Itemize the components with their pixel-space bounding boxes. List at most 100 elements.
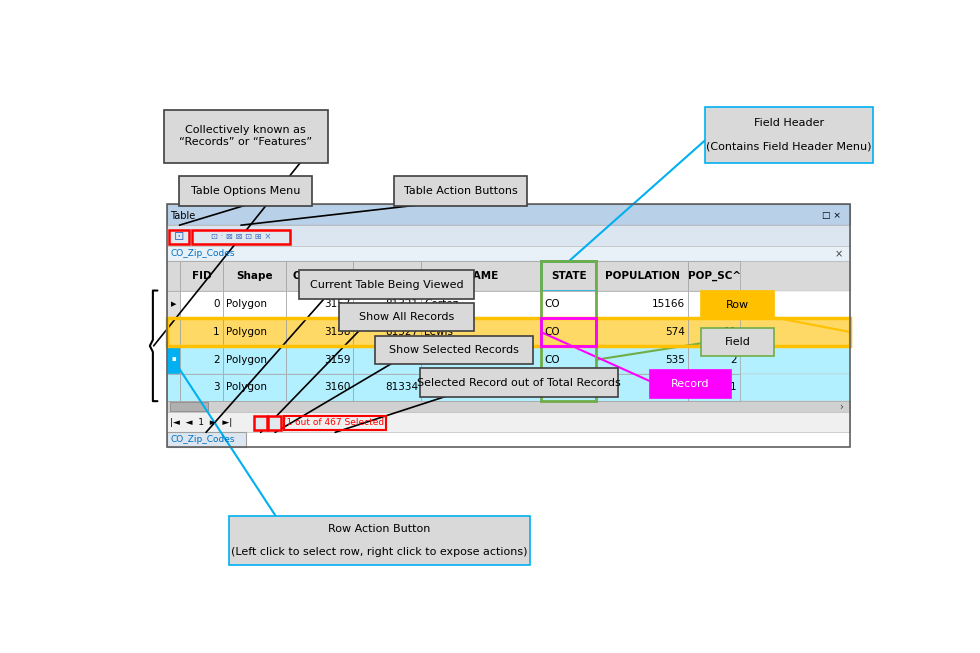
Text: 3160: 3160	[324, 383, 351, 392]
Text: 11: 11	[723, 327, 737, 337]
FancyBboxPatch shape	[286, 346, 354, 374]
FancyBboxPatch shape	[688, 261, 740, 291]
Text: Polygon: Polygon	[225, 299, 267, 310]
Text: ZIP_CODE: ZIP_CODE	[359, 271, 416, 281]
FancyBboxPatch shape	[541, 346, 597, 374]
FancyBboxPatch shape	[228, 516, 529, 565]
Text: □ ×: □ ×	[822, 211, 841, 220]
Text: Towaoc: Towaoc	[424, 383, 462, 392]
Text: 883: 883	[665, 383, 685, 392]
FancyBboxPatch shape	[702, 328, 774, 357]
Text: CO: CO	[544, 355, 560, 364]
FancyBboxPatch shape	[597, 291, 688, 318]
Text: Field Header

(Contains Field Header Menu): Field Header (Contains Field Header Menu…	[707, 118, 872, 151]
FancyBboxPatch shape	[269, 416, 281, 430]
Text: Selected Record out of Total Records: Selected Record out of Total Records	[417, 377, 621, 388]
FancyBboxPatch shape	[179, 176, 312, 206]
FancyBboxPatch shape	[167, 374, 180, 401]
FancyBboxPatch shape	[167, 374, 850, 401]
FancyBboxPatch shape	[167, 318, 850, 346]
Text: 0: 0	[214, 299, 220, 310]
Text: 81321: 81321	[385, 299, 417, 310]
Text: 3159: 3159	[323, 355, 351, 364]
Text: 2: 2	[730, 355, 737, 364]
Text: NAME: NAME	[464, 271, 498, 281]
FancyBboxPatch shape	[167, 318, 180, 346]
Text: Current Table Being Viewed: Current Table Being Viewed	[310, 279, 464, 289]
Text: Table: Table	[171, 211, 196, 221]
FancyBboxPatch shape	[222, 346, 286, 374]
FancyBboxPatch shape	[167, 401, 850, 412]
FancyBboxPatch shape	[421, 318, 541, 346]
Text: 3: 3	[213, 383, 220, 392]
Text: CO: CO	[544, 327, 560, 337]
Text: CO_Zip_Codes: CO_Zip_Codes	[171, 436, 235, 445]
Text: Table Options Menu: Table Options Menu	[191, 186, 300, 196]
FancyBboxPatch shape	[688, 291, 740, 318]
Text: 1: 1	[730, 383, 737, 392]
Text: ⊡: ⊡	[173, 231, 184, 244]
FancyBboxPatch shape	[354, 291, 421, 318]
FancyBboxPatch shape	[222, 261, 286, 291]
Text: 535: 535	[665, 355, 685, 364]
Text: Lewis: Lewis	[424, 327, 453, 337]
FancyBboxPatch shape	[180, 374, 222, 401]
FancyBboxPatch shape	[394, 176, 527, 206]
FancyBboxPatch shape	[167, 412, 850, 432]
Text: CO: CO	[544, 299, 560, 310]
Text: 2: 2	[213, 355, 220, 364]
Text: 574: 574	[665, 327, 685, 337]
FancyBboxPatch shape	[180, 291, 222, 318]
FancyBboxPatch shape	[286, 318, 354, 346]
Text: Polygon: Polygon	[225, 355, 267, 364]
FancyBboxPatch shape	[339, 303, 474, 331]
Text: ⊡ · ⊠ ⊠ ⊡ ⊞ ×: ⊡ · ⊠ ⊠ ⊡ ⊞ ×	[211, 232, 271, 242]
Text: POP_SC^: POP_SC^	[688, 271, 741, 281]
FancyBboxPatch shape	[222, 318, 286, 346]
Text: Show Selected Records: Show Selected Records	[389, 345, 518, 355]
FancyBboxPatch shape	[167, 204, 850, 225]
Text: 3157: 3157	[323, 299, 351, 310]
Text: ›: ›	[839, 402, 843, 411]
FancyBboxPatch shape	[421, 346, 541, 374]
FancyBboxPatch shape	[164, 110, 327, 163]
FancyBboxPatch shape	[688, 346, 740, 374]
Text: FID: FID	[192, 271, 212, 281]
Text: ▶: ▶	[171, 302, 176, 308]
FancyBboxPatch shape	[167, 225, 850, 246]
FancyBboxPatch shape	[167, 291, 850, 318]
Text: 15166: 15166	[652, 299, 685, 310]
Text: ×: ×	[834, 249, 843, 259]
FancyBboxPatch shape	[254, 416, 267, 430]
Text: POPULATION: POPULATION	[605, 271, 680, 281]
Text: Polygon: Polygon	[225, 327, 267, 337]
FancyBboxPatch shape	[541, 374, 597, 401]
Text: Row Action Button

(Left click to select row, right click to expose actions): Row Action Button (Left click to select …	[231, 524, 527, 557]
FancyBboxPatch shape	[420, 368, 618, 396]
FancyBboxPatch shape	[167, 246, 850, 261]
FancyBboxPatch shape	[688, 374, 740, 401]
FancyBboxPatch shape	[354, 374, 421, 401]
Text: Field: Field	[725, 338, 751, 347]
Text: STATE: STATE	[551, 271, 586, 281]
FancyBboxPatch shape	[167, 261, 180, 291]
Text: 81334: 81334	[385, 383, 417, 392]
Text: Shape: Shape	[236, 271, 272, 281]
FancyBboxPatch shape	[222, 374, 286, 401]
Text: OBJECTID: OBJECTID	[292, 271, 347, 281]
Text: (1 out of 467 Selected): (1 out of 467 Selected)	[283, 418, 387, 427]
Text: 81327: 81327	[385, 327, 417, 337]
FancyBboxPatch shape	[354, 318, 421, 346]
Text: CO_Zip_Codes: CO_Zip_Codes	[171, 249, 235, 259]
FancyBboxPatch shape	[597, 374, 688, 401]
Text: Pleasant View: Pleasant View	[424, 355, 497, 364]
Text: 1: 1	[213, 327, 220, 337]
FancyBboxPatch shape	[421, 261, 541, 291]
Text: CO: CO	[544, 383, 560, 392]
FancyBboxPatch shape	[541, 291, 597, 318]
Text: Collectively known as
“Records” or “Features”: Collectively known as “Records” or “Feat…	[179, 125, 312, 147]
FancyBboxPatch shape	[169, 230, 189, 244]
FancyBboxPatch shape	[180, 346, 222, 374]
FancyBboxPatch shape	[541, 261, 597, 291]
FancyBboxPatch shape	[286, 291, 354, 318]
